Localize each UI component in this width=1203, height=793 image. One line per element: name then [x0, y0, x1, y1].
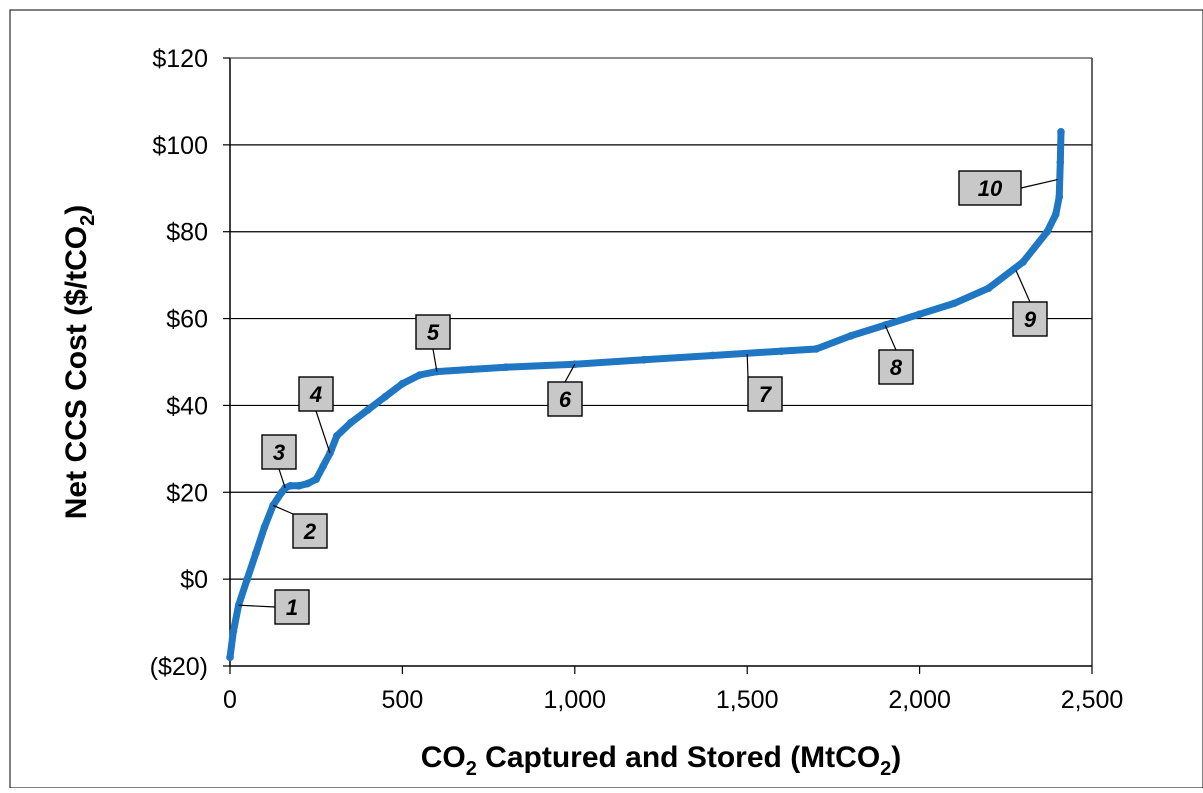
outer-frame	[9, 9, 1203, 789]
annotations: 1 2 3 4 5 6 7 8 9 10	[238, 170, 1058, 625]
callout-box	[747, 376, 783, 412]
data-point	[252, 549, 260, 557]
callout-leader	[278, 468, 286, 489]
callout-leader	[564, 363, 576, 383]
data-point	[333, 432, 341, 440]
y-title-part: )	[60, 205, 93, 215]
data-point	[846, 332, 855, 340]
data-point	[381, 392, 389, 401]
data-point	[467, 365, 476, 374]
callout-label: 9	[1024, 307, 1037, 332]
axis-labels: CO2 Captured and Stored (MtCO2)Net CCS C…	[60, 205, 901, 780]
y-tick-label: ($20)	[150, 653, 208, 681]
callout-box	[274, 589, 310, 625]
x-tick-label: 2,500	[1061, 686, 1124, 714]
callout-label: 10	[978, 176, 1003, 201]
y-tick-label: $60	[166, 306, 208, 334]
data-point	[639, 356, 648, 364]
data-point	[346, 419, 355, 427]
x-axis-title: CO2 Captured and Stored (MtCO2)	[421, 741, 902, 780]
x-tick-label: 0	[223, 686, 237, 714]
callout-leader	[884, 324, 897, 351]
y-tick-label: $20	[166, 479, 208, 507]
data-point	[812, 345, 820, 353]
data-point	[502, 363, 510, 372]
x-title-part: CO	[421, 741, 466, 774]
callout-label: 2	[303, 519, 317, 544]
callout-box	[261, 434, 297, 470]
callout-leader	[746, 354, 749, 378]
data-point	[286, 481, 295, 490]
data-point	[303, 479, 312, 488]
callout-box	[298, 376, 334, 412]
callout-box	[415, 314, 451, 350]
data-point	[229, 627, 238, 636]
callout-box	[547, 381, 583, 417]
x-title-part: )	[891, 741, 901, 774]
data-point	[777, 347, 786, 355]
y-tick-label: $40	[166, 392, 208, 420]
data-point	[984, 284, 993, 292]
x-tick-label: 2,000	[888, 686, 951, 714]
x-title-part: Captured and Stored (MtCO	[477, 741, 880, 774]
data-point	[312, 475, 321, 484]
callout-label: 8	[890, 355, 903, 380]
data-point	[415, 371, 424, 379]
callout-label: 6	[559, 387, 572, 412]
callout-box	[878, 349, 914, 385]
callout-leader	[432, 348, 438, 372]
y-tick-label: $80	[166, 219, 208, 247]
x-tick-label: 1,500	[716, 686, 779, 714]
series-path	[226, 128, 1065, 661]
data-point	[708, 351, 717, 360]
data-point	[1051, 210, 1060, 219]
x-title-sub: 2	[466, 758, 477, 780]
data-point	[364, 405, 372, 414]
y-title-sub: 2	[77, 215, 99, 226]
data-point	[1043, 227, 1051, 236]
data-point	[950, 299, 958, 308]
x-tick-label: 500	[382, 686, 424, 714]
callout-label: 1	[286, 595, 298, 620]
data-point	[915, 310, 924, 319]
x-title-sub: 2	[880, 758, 891, 780]
callout-box	[1012, 301, 1048, 337]
callout-leader	[238, 604, 276, 608]
data-point	[226, 653, 234, 662]
callout-leader	[1015, 270, 1031, 303]
y-tick-label: $0	[180, 566, 208, 594]
y-title-part: Net CCS Cost ($/tCO	[60, 226, 93, 519]
data-point	[1019, 258, 1027, 266]
data-point	[260, 523, 269, 531]
axes: ($20) $0 $20 $40 $60 $80 $100 $120 0 500 1,000 1,50…	[150, 45, 1124, 714]
callout-leader	[272, 504, 294, 515]
data-point	[319, 462, 327, 471]
callout-leader	[315, 410, 331, 454]
y-tick-label: $100	[152, 132, 208, 160]
y-axis-title: Net CCS Cost ($/tCO2)	[60, 205, 99, 519]
callout-box	[292, 513, 328, 549]
x-tick-label: 1,000	[544, 686, 607, 714]
data-point	[243, 575, 252, 583]
data-point	[1056, 158, 1065, 167]
data-point	[1055, 193, 1064, 201]
callout-leader	[1020, 179, 1058, 189]
data-point	[1057, 128, 1065, 136]
callout-box	[958, 170, 1022, 206]
data-point	[295, 481, 303, 490]
callout-label: 3	[273, 440, 285, 465]
callout-label: 7	[759, 382, 773, 407]
y-tick-label: $120	[152, 45, 208, 73]
series-line	[226, 128, 1065, 662]
callout-label: 5	[427, 320, 440, 345]
callout-label: 4	[309, 382, 322, 407]
data-point	[433, 367, 441, 376]
data-point	[398, 379, 407, 388]
